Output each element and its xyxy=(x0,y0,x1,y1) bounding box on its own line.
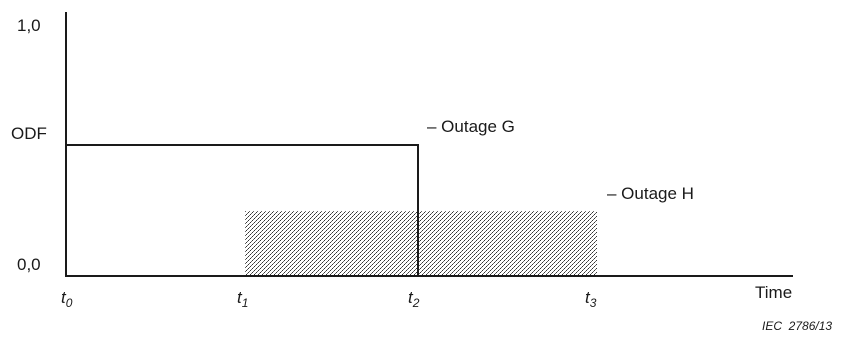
y-axis-top-label: 1,0 xyxy=(17,16,41,35)
x-tick-t1: t1 xyxy=(237,288,248,310)
outage-g-label: – Outage G xyxy=(427,117,515,136)
x-tick-t3: t3 xyxy=(585,288,597,310)
outage-h-label: – Outage H xyxy=(607,184,694,203)
outage-h-area xyxy=(245,211,597,276)
y-axis-bottom-label: 0,0 xyxy=(17,255,41,274)
x-tick-t0: t0 xyxy=(61,288,73,310)
outage-g-line xyxy=(66,144,419,276)
x-axis-name-label: Time xyxy=(755,283,792,302)
y-axis-name-label: ODF xyxy=(11,124,47,143)
x-tick-t2: t2 xyxy=(408,288,420,310)
figure-reference: IEC 2786/13 xyxy=(762,319,832,333)
